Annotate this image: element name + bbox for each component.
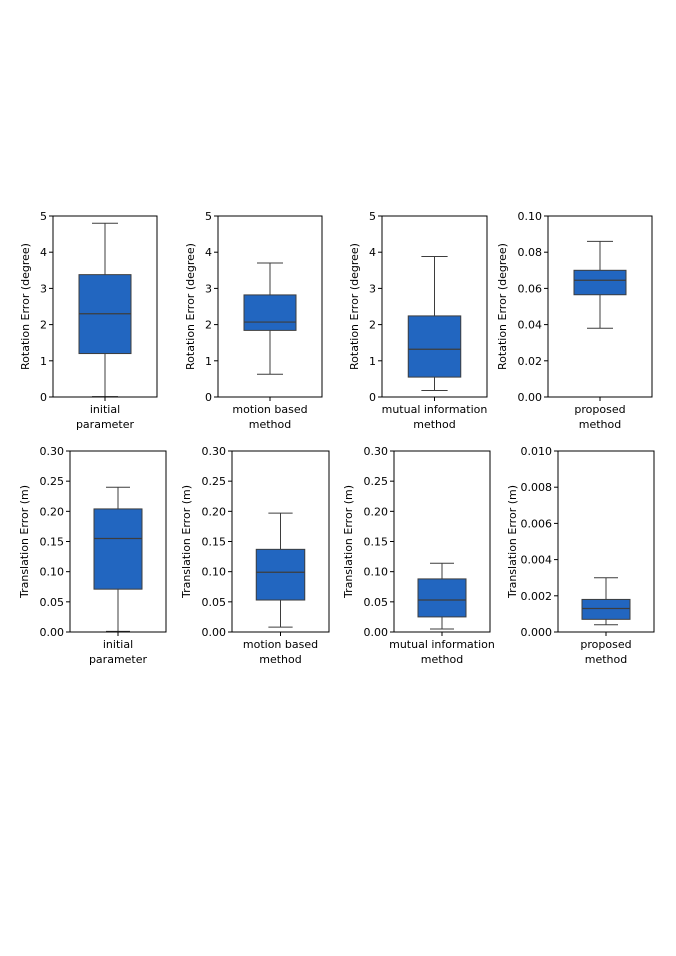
y-tick-label: 0.08 bbox=[518, 246, 543, 259]
boxplot-panel: 0 1 2 3 4 5 initial parameter Rotation Error (de… bbox=[19, 210, 158, 431]
y-tick-label: 0.20 bbox=[202, 505, 227, 518]
y-tick-label: 0.10 bbox=[40, 566, 65, 579]
y-tick-label: 2 bbox=[205, 319, 212, 332]
y-tick-label: 0.25 bbox=[202, 475, 227, 488]
y-tick-label: 0.10 bbox=[518, 210, 543, 223]
iqr-box bbox=[573, 269, 627, 296]
x-category-label: method bbox=[585, 653, 627, 666]
x-category-label: method bbox=[413, 418, 455, 431]
x-category-label: parameter bbox=[76, 418, 135, 431]
y-tick-label: 1 bbox=[40, 355, 47, 368]
y-axis-label: Rotation Error (degree) bbox=[184, 243, 197, 370]
y-tick-label: 0.02 bbox=[518, 355, 543, 368]
y-tick-label: 3 bbox=[205, 282, 212, 295]
iqr-box bbox=[93, 508, 143, 590]
y-tick-label: 1 bbox=[205, 355, 212, 368]
y-axis-label: Rotation Error (degree) bbox=[348, 243, 361, 370]
y-tick-label: 0.20 bbox=[40, 505, 65, 518]
y-tick-label: 0.30 bbox=[202, 445, 227, 458]
y-tick-label: 0.25 bbox=[364, 475, 389, 488]
y-tick-label: 0.00 bbox=[518, 391, 543, 404]
boxplot-panel: 0.00 0.05 0.10 0.15 0.20 0.25 0.30 initial param… bbox=[18, 445, 167, 666]
y-tick-label: 0.004 bbox=[521, 554, 553, 567]
x-category-label: motion based bbox=[232, 403, 307, 416]
y-tick-label: 3 bbox=[369, 282, 376, 295]
y-tick-label: 0.05 bbox=[364, 596, 389, 609]
y-tick-label: 1 bbox=[369, 355, 376, 368]
y-axis-label: Translation Error (m) bbox=[506, 485, 519, 599]
iqr-box bbox=[243, 294, 297, 331]
boxplot-panel: 0.00 0.02 0.04 0.06 0.08 0.10 proposed method Ro… bbox=[496, 210, 653, 431]
y-tick-label: 0 bbox=[205, 391, 212, 404]
boxplot-panel: 0 1 2 3 4 5 motion based method Rotation Error (… bbox=[184, 210, 323, 431]
y-tick-label: 0.04 bbox=[518, 319, 543, 332]
y-tick-label: 0.10 bbox=[202, 566, 227, 579]
y-tick-label: 0.00 bbox=[364, 626, 389, 639]
y-tick-label: 0.30 bbox=[40, 445, 65, 458]
y-tick-label: 4 bbox=[369, 246, 376, 259]
x-category-label: method bbox=[579, 418, 621, 431]
y-tick-label: 0.00 bbox=[202, 626, 227, 639]
y-axis-label: Translation Error (m) bbox=[180, 485, 193, 599]
x-category-label: proposed bbox=[580, 638, 631, 651]
y-tick-label: 5 bbox=[205, 210, 212, 223]
y-tick-label: 3 bbox=[40, 282, 47, 295]
x-category-label: parameter bbox=[89, 653, 148, 666]
x-category-label: method bbox=[259, 653, 301, 666]
iqr-box bbox=[417, 578, 467, 618]
iqr-box bbox=[255, 548, 306, 601]
boxplot-panel: 0.00 0.05 0.10 0.15 0.20 0.25 0.30 motion based… bbox=[180, 445, 330, 666]
y-tick-label: 0.006 bbox=[521, 517, 553, 530]
y-tick-label: 0.30 bbox=[364, 445, 389, 458]
y-axis-label: Rotation Error (degree) bbox=[496, 243, 509, 370]
boxplot-panel: 0.000 0.002 0.004 0.006 0.008 0.010 proposed me… bbox=[506, 445, 655, 666]
y-tick-label: 0.06 bbox=[518, 282, 543, 295]
y-tick-label: 0.05 bbox=[202, 596, 227, 609]
y-tick-label: 0.00 bbox=[40, 626, 65, 639]
y-axis-label: Translation Error (m) bbox=[342, 485, 355, 599]
y-tick-label: 0.20 bbox=[364, 505, 389, 518]
y-tick-label: 0.10 bbox=[364, 566, 389, 579]
x-category-label: mutual information bbox=[382, 403, 488, 416]
y-tick-label: 0.15 bbox=[40, 536, 65, 549]
y-tick-label: 0.000 bbox=[521, 626, 553, 639]
y-tick-label: 0 bbox=[40, 391, 47, 404]
iqr-box bbox=[581, 598, 631, 620]
y-tick-label: 0.25 bbox=[40, 475, 65, 488]
y-tick-label: 0.010 bbox=[521, 445, 553, 458]
boxplot-panel: 0 1 2 3 4 5 mutual information method Rotation E… bbox=[348, 210, 488, 431]
iqr-box bbox=[407, 315, 462, 378]
y-tick-label: 0 bbox=[369, 391, 376, 404]
x-category-label: method bbox=[421, 653, 463, 666]
x-category-label: initial bbox=[90, 403, 120, 416]
y-tick-label: 0.15 bbox=[364, 536, 389, 549]
x-category-label: motion based bbox=[243, 638, 318, 651]
y-tick-label: 2 bbox=[369, 319, 376, 332]
y-tick-label: 0.15 bbox=[202, 536, 227, 549]
y-tick-label: 0.002 bbox=[521, 590, 553, 603]
y-tick-label: 0.05 bbox=[40, 596, 65, 609]
x-category-label: initial bbox=[103, 638, 133, 651]
y-tick-label: 5 bbox=[40, 210, 47, 223]
y-tick-label: 5 bbox=[369, 210, 376, 223]
boxplot-panel: 0.00 0.05 0.10 0.15 0.20 0.25 0.30 mutual infor… bbox=[342, 445, 495, 666]
x-category-label: method bbox=[249, 418, 291, 431]
x-category-label: proposed bbox=[574, 403, 625, 416]
y-tick-label: 4 bbox=[40, 246, 47, 259]
y-tick-label: 0.008 bbox=[521, 481, 553, 494]
y-axis-label: Translation Error (m) bbox=[18, 485, 31, 599]
y-axis-label: Rotation Error (degree) bbox=[19, 243, 32, 370]
y-tick-label: 4 bbox=[205, 246, 212, 259]
y-tick-label: 2 bbox=[40, 319, 47, 332]
x-category-label: mutual information bbox=[389, 638, 495, 651]
